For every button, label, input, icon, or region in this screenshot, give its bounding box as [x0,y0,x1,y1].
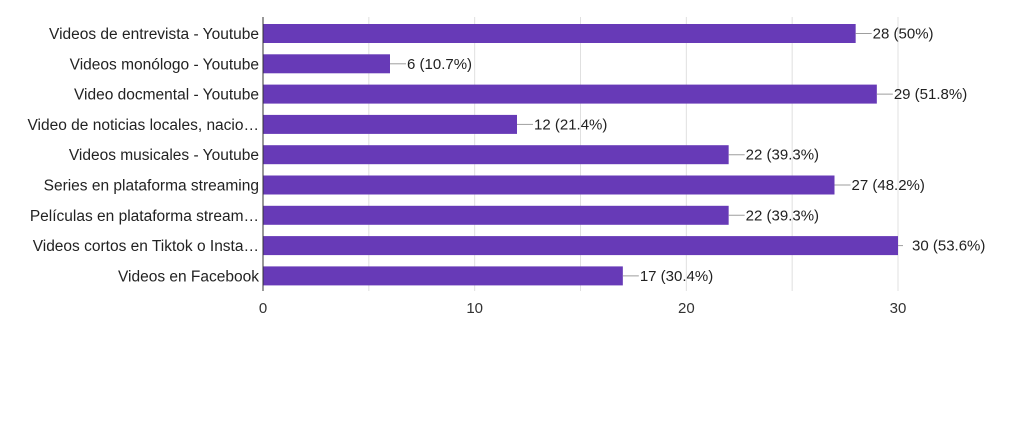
data-label: 22 (39.3%) [746,147,819,164]
bar [263,236,898,256]
bar [263,114,517,134]
data-label: 12 (21.4%) [534,116,607,133]
bar [263,84,877,104]
category-label: Videos cortos en Tiktok o Insta… [33,238,259,255]
bars [263,24,898,286]
category-label: Videos monólogo - Youtube [70,56,259,73]
category-label: Videos musicales - Youtube [69,147,259,164]
data-label: 28 (50%) [873,26,934,43]
x-tick-label: 0 [259,300,267,317]
category-label: Videos de entrevista - Youtube [49,26,259,43]
bar [263,54,390,74]
category-label: Películas en plataforma stream… [30,208,259,225]
category-labels: Videos de entrevista - Youtube Videos mon… [28,26,260,285]
data-label: 22 (39.3%) [746,207,819,224]
x-tick-label: 30 [890,300,907,317]
data-label: 27 (48.2%) [852,177,925,194]
data-label: 6 (10.7%) [407,56,472,73]
bar [263,205,729,225]
bar [263,266,623,286]
data-label: 30 (53.6%) [912,238,985,255]
x-tick-labels: 0 10 20 30 [259,300,907,317]
bar [263,24,856,43]
bar [263,145,729,165]
category-label: Video docmental - Youtube [74,87,259,104]
category-label: Series en plataforma streaming [44,178,259,195]
x-tick-label: 10 [466,300,483,317]
bar [263,175,835,195]
data-label: 17 (30.4%) [640,268,713,285]
x-tick-label: 20 [678,300,695,317]
category-label: Video de noticias locales, nacio… [28,117,260,134]
category-label: Videos en Facebook [118,268,259,285]
data-label: 29 (51.8%) [894,86,967,103]
data-labels: 28 (50%) 6 (10.7%) 29 (51.8%) 12 (21.4%) 22 … [390,26,985,285]
